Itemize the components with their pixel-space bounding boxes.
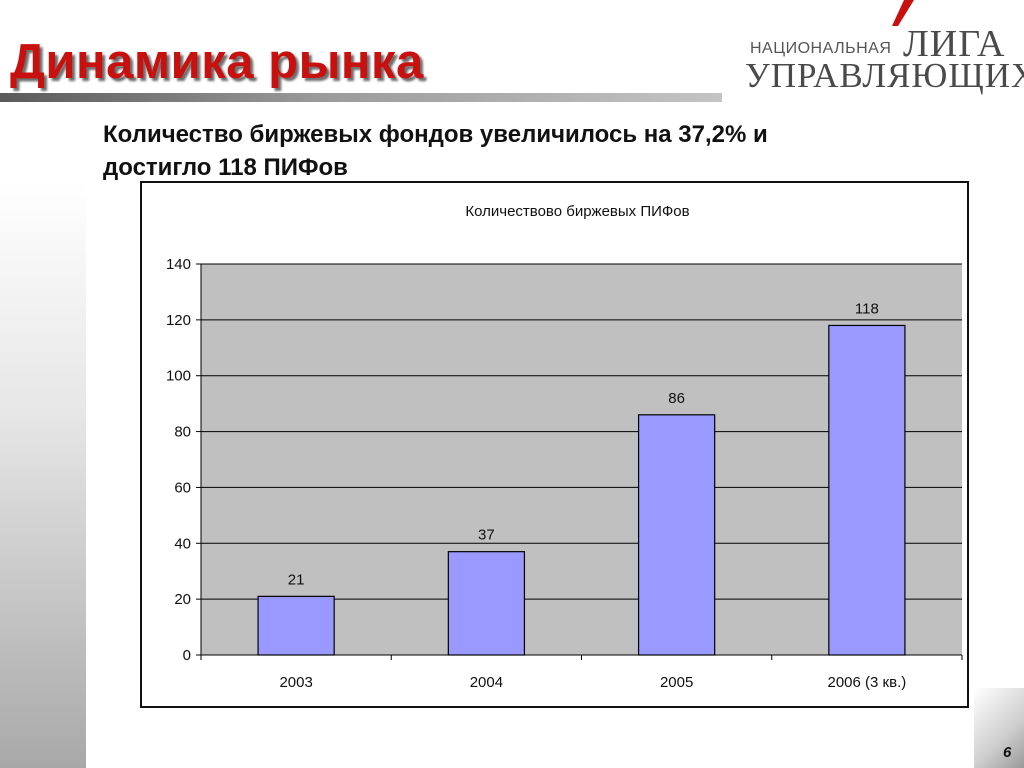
x-tick-label: 2005 xyxy=(660,674,693,691)
bar-2003 xyxy=(257,595,335,656)
bar-2004 xyxy=(447,551,526,656)
bar-2006 (3 кв.) xyxy=(828,324,906,656)
y-tick-label: 40 xyxy=(174,535,191,552)
title-underline xyxy=(0,93,722,102)
bar-chart: Количествово биржевых ПИФов 0 20 40 60 80 100 1… xyxy=(166,203,963,691)
logo-text-national: НАЦИОНАЛЬНАЯ xyxy=(750,40,892,57)
data-label: 21 xyxy=(288,571,305,588)
slide-subtitle: Количество биржевых фондов увеличилось н… xyxy=(103,118,923,184)
y-tick-label: 80 xyxy=(174,424,191,441)
y-tick-label: 100 xyxy=(166,368,191,385)
logo: НАЦИОНАЛЬНАЯ ЛИГА УПРАВЛЯЮЩИХ xyxy=(745,0,1024,100)
logo-text-league: ЛИГА xyxy=(903,23,1006,65)
subtitle-line-2: достигло 118 ПИФов xyxy=(103,154,348,181)
x-tick-label: 2004 xyxy=(470,674,503,691)
data-label: 118 xyxy=(855,300,879,317)
x-tick-label: 2006 (3 кв.) xyxy=(828,674,907,691)
corner-shade-decor xyxy=(974,688,1024,768)
data-label: 37 xyxy=(478,527,495,544)
bar-2005 xyxy=(637,414,716,656)
chart-title: Количествово биржевых ПИФов xyxy=(465,203,689,220)
logo-accent-mark xyxy=(892,0,914,26)
y-tick-label: 0 xyxy=(183,647,191,664)
data-label: 86 xyxy=(668,390,685,407)
chart-frame: Количествово биржевых ПИФов 0 20 40 60 80 100 1… xyxy=(140,181,969,708)
y-tick-label: 60 xyxy=(174,479,191,496)
y-tick-label: 20 xyxy=(174,591,191,608)
slide-title: Динамика рынка xyxy=(10,35,424,89)
x-tick-label: 2003 xyxy=(279,674,312,691)
left-gradient-decor xyxy=(0,180,86,768)
logo-text-managers: УПРАВЛЯЮЩИХ xyxy=(745,56,1024,95)
subtitle-line-1: Количество биржевых фондов увеличилось н… xyxy=(103,121,768,148)
y-tick-label: 140 xyxy=(166,256,191,273)
y-tick-label: 120 xyxy=(166,312,191,329)
page-number: 6 xyxy=(1003,744,1012,761)
